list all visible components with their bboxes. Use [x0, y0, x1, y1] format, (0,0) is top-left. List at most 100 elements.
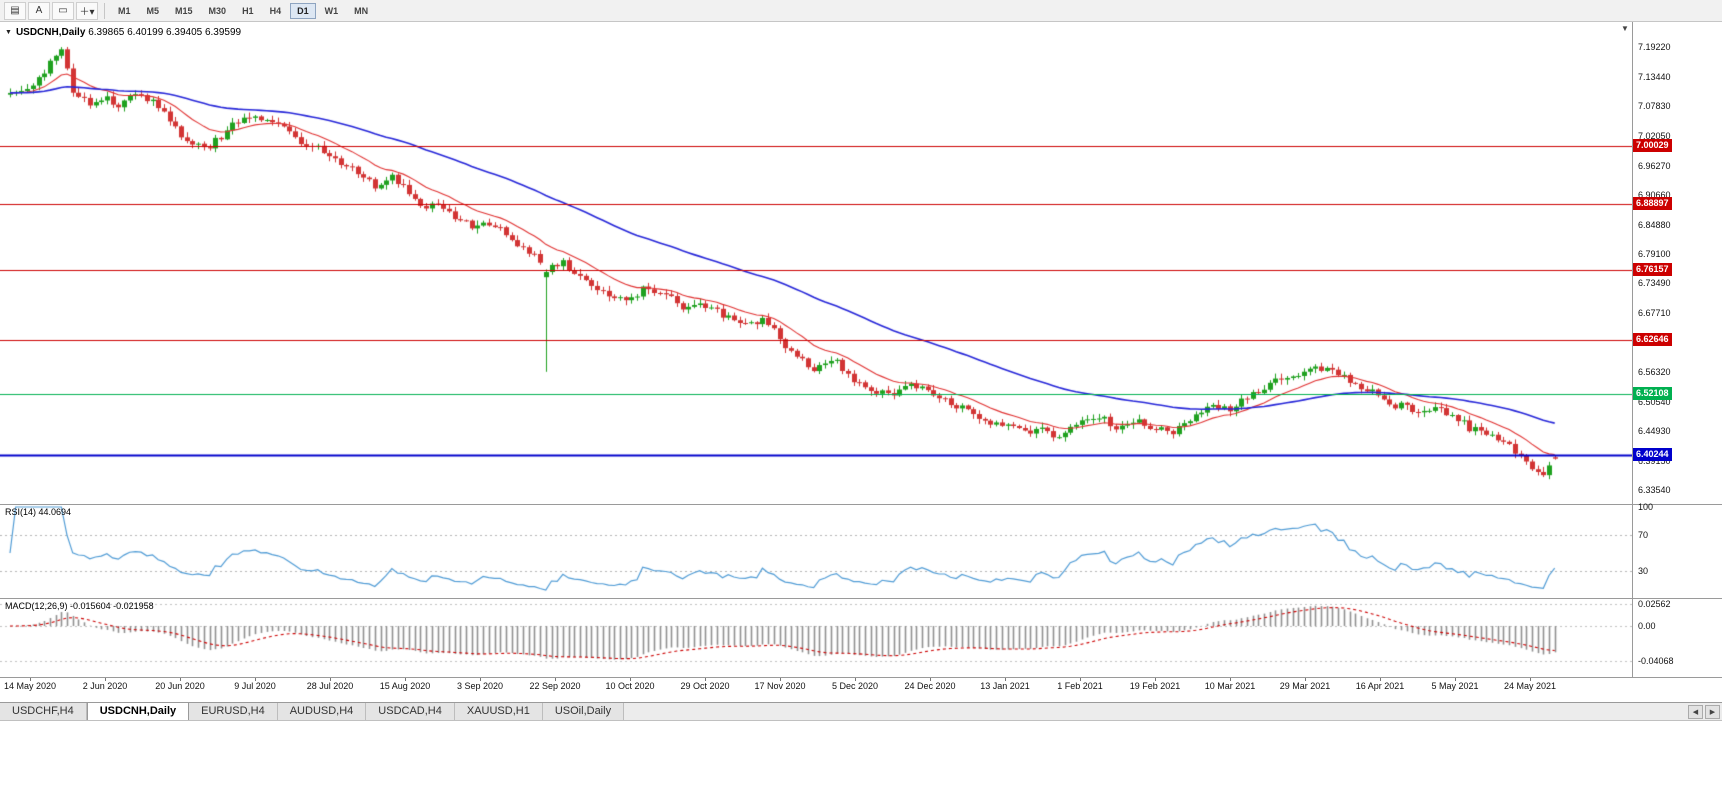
date-label: 3 Sep 2020	[456, 681, 504, 691]
date-label: 13 Jan 2021	[980, 681, 1030, 691]
date-tick	[1530, 678, 1531, 681]
date-label: 10 Oct 2020	[605, 681, 655, 691]
timeframe-h1-button[interactable]: H1	[235, 3, 261, 19]
date-tick	[255, 678, 256, 681]
date-label: 10 Mar 2021	[1204, 681, 1256, 691]
date-tick	[105, 678, 106, 681]
timeframe-m1-button[interactable]: M1	[111, 3, 138, 19]
macd-scale-label: -0.04068	[1638, 655, 1674, 666]
price-scale-label: 6.33540	[1638, 484, 1671, 495]
toolbar-separator	[104, 2, 105, 19]
tab-scroll-right-icon[interactable]: ▶	[1705, 705, 1720, 719]
price-scale-label: 6.90660	[1638, 189, 1671, 200]
date-label: 22 Sep 2020	[529, 681, 581, 691]
rsi-scale-label: 100	[1638, 502, 1654, 512]
chart-window-icon[interactable]: ▤	[4, 1, 26, 20]
macd-name: MACD(12,26,9)	[5, 601, 68, 611]
chart-tab-usdcnh[interactable]: USDCNH,Daily	[86, 703, 190, 720]
rsi-indicator-chart[interactable]	[0, 505, 1632, 598]
timeframe-mn-button[interactable]: MN	[347, 3, 375, 19]
date-label: 28 Jul 2020	[306, 681, 354, 691]
chart-shift-marker-icon: ▼	[1621, 24, 1629, 33]
date-tick	[630, 678, 631, 681]
rsi-scale-label: 30	[1638, 566, 1649, 577]
chart-symbol-label: USDCNH,Daily	[15, 27, 86, 38]
price-scale-label: 7.07830	[1638, 100, 1671, 111]
price-scale-label: 6.84880	[1638, 219, 1671, 230]
date-tick	[855, 678, 856, 681]
date-tick	[330, 678, 331, 681]
date-label: 14 May 2020	[3, 681, 57, 691]
timeframe-h4-button[interactable]: H4	[263, 3, 289, 19]
chart-ohlc-values: 6.39865 6.40199 6.39405 6.39599	[88, 27, 242, 38]
chart-tab-usdchf[interactable]: USDCHF,H4	[0, 703, 87, 720]
date-tick	[1455, 678, 1456, 681]
timeframe-d1-button[interactable]: D1	[290, 2, 316, 19]
date-tick	[480, 678, 481, 681]
date-label: 29 Mar 2021	[1279, 681, 1331, 691]
date-tick	[405, 678, 406, 681]
price-level-badge: 7.00029	[1633, 139, 1672, 153]
price-scale-border	[1632, 22, 1633, 677]
panel-separator[interactable]	[0, 504, 1722, 505]
price-level-badge: 6.62646	[1633, 332, 1672, 346]
date-tick	[180, 678, 181, 681]
date-label: 5 May 2021	[1431, 681, 1479, 691]
price-level-badge: 6.76157	[1633, 262, 1672, 276]
timeframe-button-group: M1 M5 M15 M30 H1 H4 D1 W1 MN	[110, 2, 376, 19]
shape-tool-icon[interactable]: ▭	[52, 1, 74, 20]
chart-tab-usdcad[interactable]: USDCAD,H4	[366, 703, 455, 720]
macd-indicator-chart[interactable]	[0, 599, 1632, 677]
price-scale-label: 6.79100	[1638, 249, 1671, 260]
chart-title: ▼ USDCNH,Daily 6.39865 6.40199 6.39405 6.…	[5, 27, 241, 38]
panel-separator	[0, 677, 1722, 678]
date-label: 5 Dec 2020	[831, 681, 879, 691]
date-label: 2 Jun 2020	[82, 681, 128, 691]
price-scale-label: 6.67710	[1638, 308, 1671, 319]
price-scale-label: 6.73490	[1638, 278, 1671, 289]
chart-tab-eurusd[interactable]: EURUSD,H4	[189, 703, 278, 720]
price-scale-label: 7.13440	[1638, 71, 1671, 82]
timeframe-m15-button[interactable]: M15	[168, 3, 200, 19]
date-label: 29 Oct 2020	[680, 681, 730, 691]
date-tick	[705, 678, 706, 681]
timeframe-m5-button[interactable]: M5	[140, 3, 167, 19]
price-scale-label: 6.56320	[1638, 367, 1671, 378]
date-tick	[1155, 678, 1156, 681]
chart-tab-usoil[interactable]: USOil,Daily	[542, 703, 625, 720]
draw-tools-dropdown-icon[interactable]: ＋▾	[76, 1, 98, 20]
macd-scale-label: 0.02562	[1638, 599, 1671, 610]
date-label: 19 Feb 2021	[1129, 681, 1181, 691]
main-toolbar: ▤ A ▭ ＋▾ M1 M5 M15 M30 H1 H4 D1 W1 MN	[0, 0, 1722, 22]
macd-panel-label: MACD(12,26,9) -0.015604 -0.021958	[5, 601, 154, 611]
date-tick	[1380, 678, 1381, 681]
date-tick	[1230, 678, 1231, 681]
date-tick	[30, 678, 31, 681]
date-tick	[1080, 678, 1081, 681]
date-label: 24 Dec 2020	[904, 681, 956, 691]
rsi-panel-label: RSI(14) 44.0694	[5, 507, 71, 517]
date-label: 9 Jul 2020	[234, 681, 276, 691]
date-label: 17 Nov 2020	[754, 681, 806, 691]
timeframe-w1-button[interactable]: W1	[318, 3, 346, 19]
price-scale-label: 6.44930	[1638, 426, 1671, 437]
date-label: 15 Aug 2020	[379, 681, 431, 691]
price-level-badge: 6.88897	[1633, 196, 1672, 210]
text-annotation-icon[interactable]: A	[28, 1, 50, 20]
panel-separator[interactable]	[0, 598, 1722, 599]
macd-scale-label: 0.00	[1638, 621, 1656, 631]
date-label: 16 Apr 2021	[1355, 681, 1405, 691]
tab-scroll-left-icon[interactable]: ◀	[1688, 705, 1703, 719]
price-level-badge: 6.52108	[1633, 386, 1672, 400]
timeframe-m30-button[interactable]: M30	[202, 3, 234, 19]
main-price-chart[interactable]	[0, 22, 1632, 504]
chart-tab-bar: USDCHF,H4 USDCNH,Daily EURUSD,H4 AUDUSD,H4 U…	[0, 702, 1722, 721]
date-tick	[555, 678, 556, 681]
date-tick	[930, 678, 931, 681]
chart-collapse-icon[interactable]: ▼	[5, 29, 12, 36]
chart-tab-audusd[interactable]: AUDUSD,H4	[277, 703, 367, 720]
chart-tab-xauusd[interactable]: XAUUSD,H1	[454, 703, 543, 720]
date-label: 24 May 2021	[1503, 681, 1557, 691]
price-scale-label: 7.02050	[1638, 130, 1671, 141]
